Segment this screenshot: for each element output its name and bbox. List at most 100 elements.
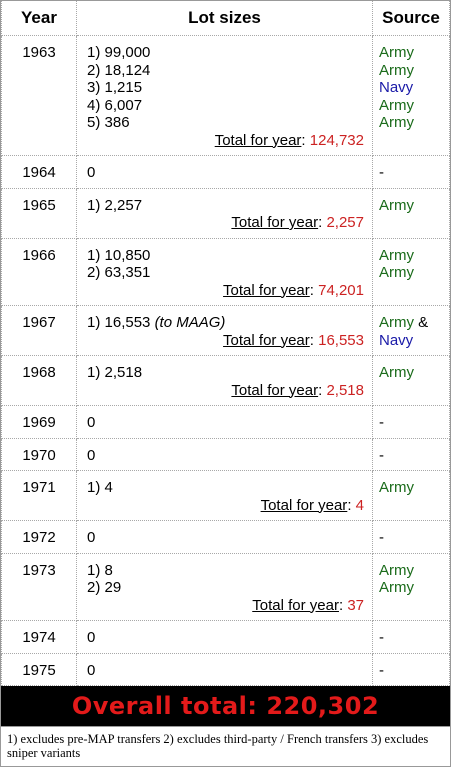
year-total-value: 16,553 (318, 331, 364, 349)
year-total-label: Total for year (252, 596, 339, 614)
source-cell: - (372, 437, 450, 471)
lot-entry: 0 (87, 662, 364, 680)
lot-entry-text: 5) 386 (87, 114, 130, 131)
lot-entry-text: 1) 10,850 (87, 246, 151, 264)
table-row: 1971 1) 4 Total for year: 4 Army (1, 470, 450, 521)
lot-entry-text: 2) 18,124 (87, 61, 151, 79)
source-entry: Army (379, 197, 443, 215)
lot-sizes-cell: 1) 2,257 Total for year: 2,257 (76, 187, 373, 239)
year-total-line: Total for year: 37 (252, 596, 364, 614)
table-body: 1963 1) 99,000 2) 18,124 3) 1,215 4) 6,007 5)… (1, 35, 450, 686)
lot-entry: 0 (87, 164, 364, 182)
source-entry: - (379, 629, 443, 647)
year-total-label: Total for year (214, 131, 302, 149)
table-row: 1972 0 - (1, 520, 450, 554)
lot-entry-text: 1) 99,000 (87, 44, 151, 61)
year-total-line: Total for year: 4 (260, 496, 364, 514)
source-cell: Army Army (372, 237, 450, 306)
lot-sizes-cell: 0 (76, 620, 373, 654)
year-total-value: 2,518 (326, 381, 364, 399)
source-army: Army (379, 314, 414, 331)
lot-note: (to MAAG) (154, 314, 226, 331)
year-cell: 1974 (1, 620, 77, 654)
header-lot-sizes: Lot sizes (76, 1, 373, 36)
year-total-value: 4 (355, 496, 364, 514)
lot-entry-text: 0 (87, 164, 96, 181)
lot-sizes-cell: 1) 8 2) 29 Total for year: 37 (76, 552, 373, 621)
source-cell: - (372, 620, 450, 654)
source-army: Army (379, 44, 414, 61)
year-total-value: 74,201 (318, 281, 364, 299)
lot-sizes-cell: 0 (76, 520, 373, 554)
overall-total-label: Overall total: (71, 692, 258, 720)
year-total-value: 124,732 (309, 131, 364, 149)
source-entry: - (379, 164, 443, 182)
table-row: 1968 1) 2,518 Total for year: 2,518 Army (1, 355, 450, 406)
source-entry: Army (379, 479, 443, 497)
year-cell: 1969 (1, 405, 77, 439)
year-total-line: Total for year: 16,553 (223, 331, 364, 349)
year-cell: 1975 (1, 652, 77, 686)
year-cell: 1966 (1, 237, 77, 306)
table-row: 1967 1) 16,553 (to MAAG) Total for year: 1… (1, 305, 450, 356)
source-entry: - (379, 447, 443, 465)
table-row: 1963 1) 99,000 2) 18,124 3) 1,215 4) 6,007 5)… (1, 35, 450, 156)
year-cell: 1972 (1, 520, 77, 554)
table-row: 1969 0 - (1, 405, 450, 439)
header-row: Year Lot sizes Source (1, 1, 450, 36)
lot-sizes-table: Year Lot sizes Source 1963 1) 99,000 2) 18… (1, 1, 450, 686)
source-none: - (379, 529, 384, 546)
table-row: 1964 0 - (1, 155, 450, 189)
year-total-label: Total for year (260, 496, 348, 514)
lot-entry-text: 1) 8 (87, 561, 113, 579)
year-total-label: Total for year (223, 331, 310, 349)
year-total-label: Total for year (231, 214, 319, 231)
lot-entry-text: 2) 29 (87, 579, 122, 596)
lot-entry: 1) 8 (87, 562, 364, 580)
source-army: Army (379, 579, 414, 596)
lot-entry-text: 0 (87, 629, 96, 646)
source-army: Army (379, 96, 414, 114)
source-entry: - (379, 662, 443, 680)
table-row: 1965 1) 2,257 Total for year: 2,257 Army (1, 187, 450, 239)
lot-entry-text: 1) 16,553 (87, 314, 151, 331)
header-year: Year (1, 1, 77, 36)
source-cell: Army Army Navy Army Army (372, 35, 450, 156)
lot-entry-text: 2) 63,351 (87, 264, 151, 281)
source-entry: Army (379, 62, 443, 80)
source-cell: - (372, 405, 450, 439)
source-cell: Army (372, 470, 450, 521)
source-cell: Army (372, 355, 450, 406)
year-cell: 1965 (1, 187, 77, 239)
lot-entry: 0 (87, 447, 364, 465)
source-none: - (379, 414, 384, 431)
lot-entry: 1) 16,553 (to MAAG) (87, 314, 364, 332)
lot-entry-text: 3) 1,215 (87, 79, 143, 96)
lot-sizes-cell: 1) 2,518 Total for year: 2,518 (76, 355, 373, 406)
lot-entry: 1) 2,518 (87, 364, 364, 382)
lot-entry-text: 1) 2,257 (87, 196, 143, 214)
source-entry: Army (379, 44, 443, 62)
lot-entry: 5) 386 (87, 114, 364, 132)
overall-total-banner: Overall total: 220,302 (1, 686, 450, 726)
lot-entry: 0 (87, 529, 364, 547)
lot-entry: 1) 99,000 (87, 44, 364, 62)
source-entry: Army (379, 579, 443, 597)
lot-sizes-cell: 0 (76, 652, 373, 686)
source-army: Army (379, 196, 414, 214)
year-cell: 1964 (1, 155, 77, 189)
source-cell: Army Army (372, 552, 450, 621)
source-conjunction: & (414, 314, 429, 331)
year-total-line: Total for year: 2,518 (231, 381, 364, 399)
source-entry: - (379, 529, 443, 547)
table-row: 1974 0 - (1, 620, 450, 654)
lot-entry: 3) 1,215 (87, 79, 364, 97)
lot-entry: 0 (87, 414, 364, 432)
lot-entry: 2) 18,124 (87, 62, 364, 80)
lot-entry: 1) 4 (87, 479, 364, 497)
header-source: Source (372, 1, 450, 36)
lot-sizes-cell: 0 (76, 155, 373, 189)
lot-sizes-cell: 1) 16,553 (to MAAG) Total for year: 16,55… (76, 305, 373, 356)
source-entry: Navy (379, 79, 443, 97)
